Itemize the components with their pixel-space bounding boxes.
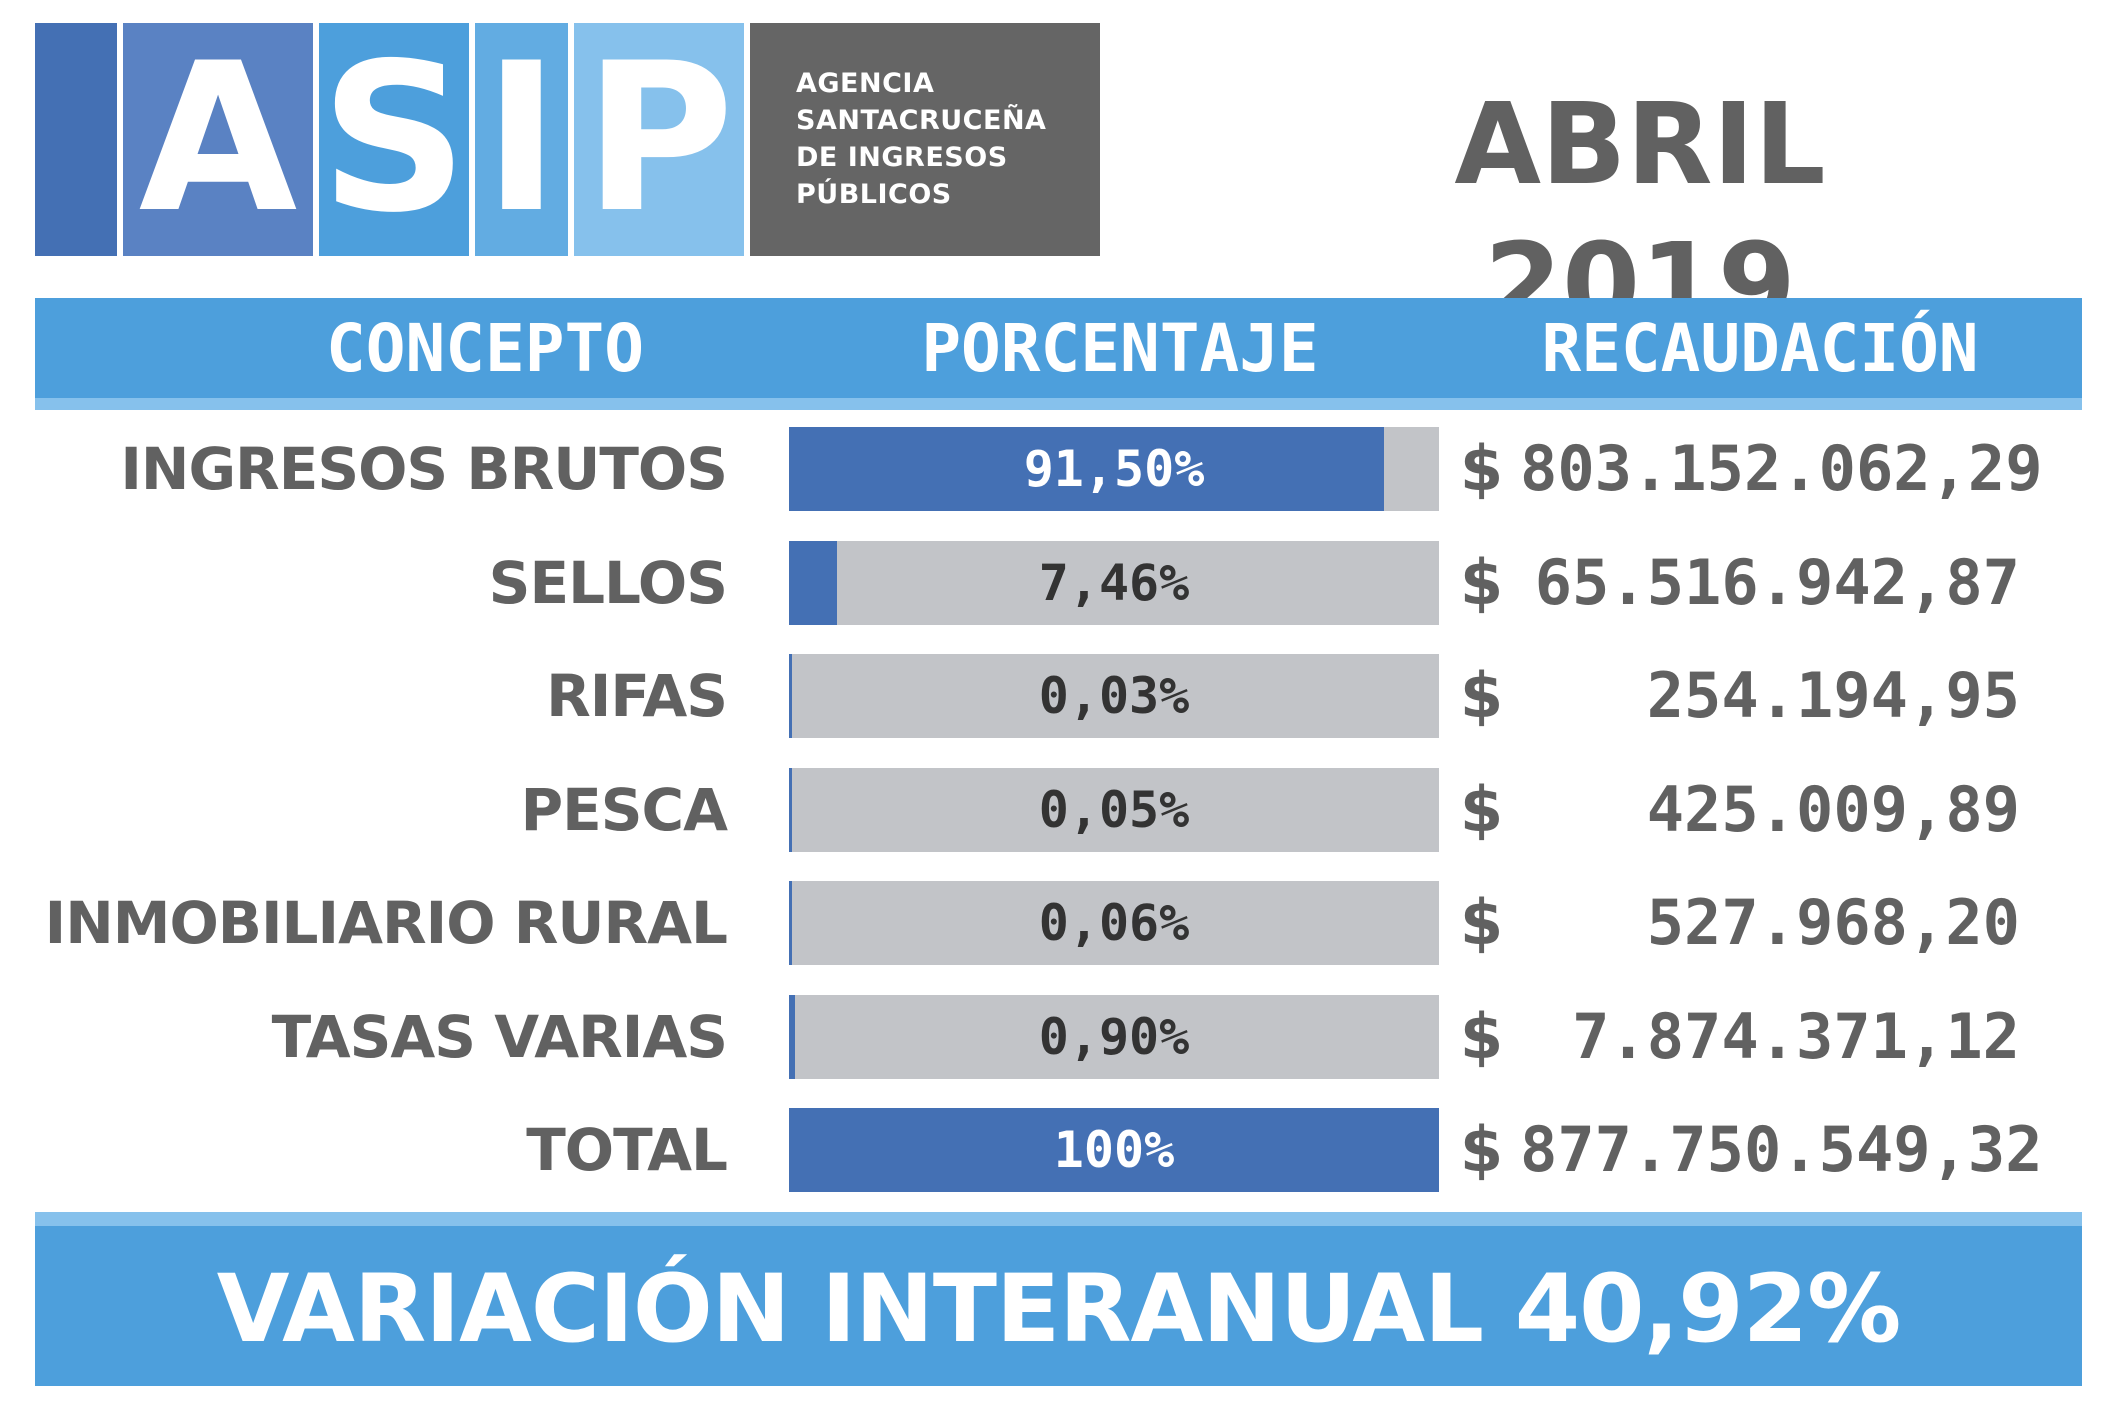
- agency-line-4: PÚBLICOS: [796, 179, 952, 210]
- amount-value: 7.874.371,12: [1572, 1000, 2020, 1073]
- logo-block: S: [319, 23, 469, 256]
- percent-bar: [789, 654, 792, 738]
- currency-symbol: $: [1460, 886, 1504, 959]
- currency-symbol: $: [1460, 659, 1504, 732]
- concept-label: INGRESOS BRUTOS: [120, 435, 728, 503]
- percent-bar: [789, 427, 1384, 511]
- percent-bar-track: 7,46%: [789, 541, 1439, 625]
- percent-bar: [789, 768, 792, 852]
- percent-label: 7,46%: [1038, 554, 1190, 612]
- percent-bar: [789, 1108, 1439, 1192]
- logo-block: I: [475, 23, 568, 256]
- logo-letter: S: [320, 20, 468, 258]
- agency-line-2: SANTACRUCEÑA: [796, 105, 1047, 136]
- currency-symbol: $: [1460, 1000, 1504, 1073]
- amount-value: 65.516.942,87: [1534, 546, 2020, 619]
- concept-label: RIFAS: [546, 662, 728, 730]
- percent-label: 100%: [1053, 1121, 1175, 1179]
- percent-bar-track: 0,06%: [789, 881, 1439, 965]
- footer-band-accent: [35, 1212, 2082, 1226]
- agency-line-1: AGENCIA: [796, 68, 935, 99]
- amount-value: 425.009,89: [1646, 773, 2020, 846]
- percent-bar: [789, 995, 795, 1079]
- percent-bar-track: 100%: [789, 1108, 1439, 1192]
- percent-label: 0,06%: [1038, 894, 1190, 952]
- amount-value: 803.152.062,29: [1520, 432, 2043, 505]
- logo-block: P: [574, 23, 744, 256]
- concept-label: SELLOS: [488, 549, 728, 617]
- interannual-variation: VARIACIÓN INTERANUAL 40,92%: [216, 1255, 1902, 1364]
- concept-label: TASAS VARIAS: [271, 1003, 728, 1071]
- currency-symbol: $: [1460, 546, 1504, 619]
- percent-bar-track: 0,03%: [789, 654, 1439, 738]
- currency-symbol: $: [1460, 432, 1504, 505]
- logo-letter: I: [483, 20, 560, 258]
- header-band: [35, 298, 2082, 398]
- column-header-concepto: CONCEPTO: [326, 310, 644, 387]
- header-band-accent: [35, 398, 2082, 410]
- percent-label: 0,90%: [1038, 1008, 1190, 1066]
- percent-bar-track: 91,50%: [789, 427, 1439, 511]
- agency-line-3: DE INGRESOS: [796, 142, 1008, 173]
- column-header-porcentaje: PORCENTAJE: [921, 310, 1319, 387]
- percent-label: 0,05%: [1038, 781, 1190, 839]
- logo-block: [35, 23, 117, 256]
- percent-bar: [789, 541, 837, 625]
- amount-value: 527.968,20: [1646, 886, 2020, 959]
- percent-bar-track: 0,05%: [789, 768, 1439, 852]
- percent-bar-track: 0,90%: [789, 995, 1439, 1079]
- amount-value: 254.194,95: [1646, 659, 2020, 732]
- concept-label: PESCA: [520, 776, 728, 844]
- logo-letter: A: [138, 20, 298, 258]
- percent-label: 0,03%: [1038, 667, 1190, 725]
- concept-label: TOTAL: [526, 1116, 728, 1184]
- concept-label: INMOBILIARIO RURAL: [44, 889, 728, 957]
- percent-label: 91,50%: [1023, 440, 1205, 498]
- currency-symbol: $: [1460, 773, 1504, 846]
- amount-value: 877.750.549,32: [1520, 1113, 2043, 1186]
- column-header-recaudacion: RECAUDACIÓN: [1541, 310, 1979, 387]
- footer-band: [35, 1226, 2082, 1386]
- currency-symbol: $: [1460, 1113, 1504, 1186]
- logo-letter: P: [583, 20, 735, 258]
- agency-name-box: AGENCIA SANTACRUCEÑA DE INGRESOS PÚBLICO…: [750, 23, 1100, 256]
- logo-block: A: [123, 23, 313, 256]
- period-title: ABRIL 2019: [1454, 80, 1826, 350]
- percent-bar: [789, 881, 792, 965]
